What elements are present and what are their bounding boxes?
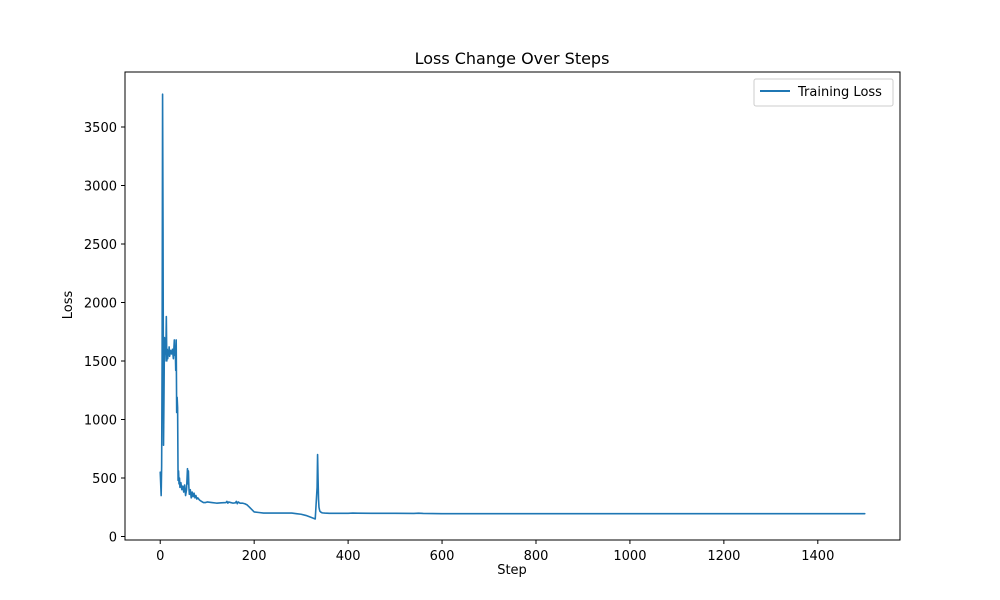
- x-tick-label: 400: [336, 549, 361, 564]
- x-tick-label: 1400: [801, 549, 834, 564]
- x-tick-label: 600: [430, 549, 455, 564]
- y-tick-label: 0: [109, 530, 117, 545]
- chart-title: Loss Change Over Steps: [415, 49, 610, 68]
- legend: Training Loss: [753, 78, 894, 107]
- plot-frame: [124, 71, 901, 541]
- y-axis-label: Loss: [61, 291, 76, 320]
- x-tick-label: 1000: [613, 549, 646, 564]
- x-tick-label: 200: [242, 549, 267, 564]
- y-tick-label: 500: [92, 472, 117, 487]
- legend-label-training-loss: Training Loss: [797, 85, 882, 100]
- y-tick-label: 1000: [84, 413, 117, 428]
- y-tick-label: 3500: [84, 121, 117, 136]
- x-tick-label: 800: [524, 549, 549, 564]
- series-line-training-loss: [159, 93, 866, 520]
- x-tick-label: 1200: [707, 549, 740, 564]
- y-tick-label: 1500: [84, 355, 117, 370]
- axis-ticks: 0 200 400 600 800 1000 1200 1400 0 500 1000 1500 200…: [84, 121, 834, 564]
- y-tick-label: 3000: [84, 179, 117, 194]
- y-tick-label: 2000: [84, 296, 117, 311]
- series-layer: [159, 93, 866, 520]
- x-axis-label: Step: [497, 563, 527, 578]
- y-tick-label: 2500: [84, 238, 117, 253]
- x-tick-label: 0: [156, 549, 164, 564]
- legend-box: [753, 78, 894, 107]
